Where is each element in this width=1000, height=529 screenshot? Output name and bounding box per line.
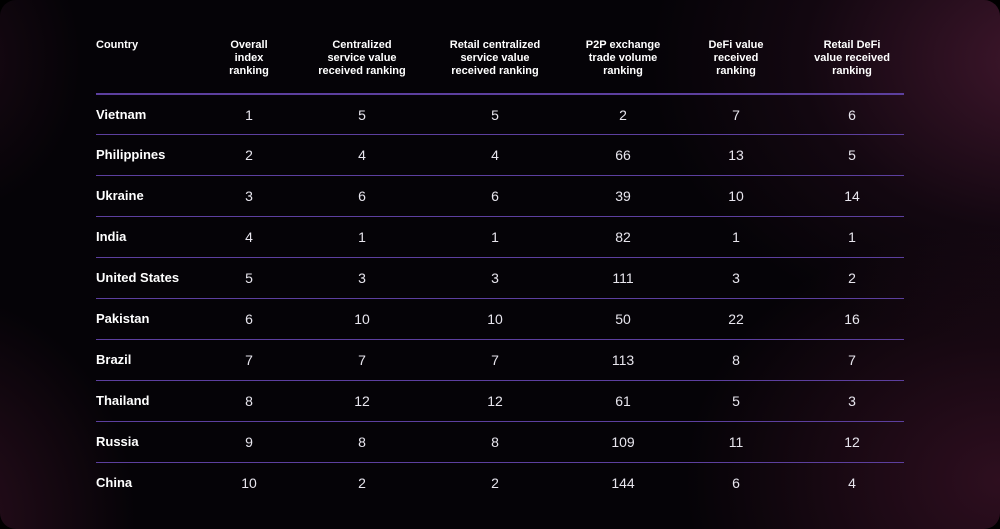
cell-p2p-exchange: 39 [615, 188, 631, 204]
cell-centralized-service: 7 [358, 352, 366, 368]
cell-centralized-service: 8 [358, 434, 366, 450]
cell-retail-centralized: 6 [491, 188, 499, 204]
cell-centralized-service: 3 [358, 270, 366, 286]
table-row: Russia 9 8 8 109 11 12 [96, 421, 904, 462]
cell-retail-defi: 3 [848, 393, 856, 409]
cell-country: Vietnam [96, 107, 147, 122]
cell-defi-value: 13 [728, 147, 744, 163]
cell-centralized-service: 12 [354, 393, 370, 409]
cell-overall-index: 4 [245, 229, 253, 245]
cell-centralized-service: 6 [358, 188, 366, 204]
cell-overall-index: 8 [245, 393, 253, 409]
table-row: India 4 1 1 82 1 1 [96, 216, 904, 257]
cell-retail-defi: 4 [848, 475, 856, 491]
cell-retail-centralized: 12 [487, 393, 503, 409]
cell-retail-centralized: 2 [491, 475, 499, 491]
table-row: Ukraine 3 6 6 39 10 14 [96, 175, 904, 216]
cell-p2p-exchange: 82 [615, 229, 631, 245]
cell-defi-value: 10 [728, 188, 744, 204]
cell-country: India [96, 229, 127, 244]
cell-overall-index: 2 [245, 147, 253, 163]
table-row: Pakistan 6 10 10 50 22 16 [96, 298, 904, 339]
cell-retail-defi: 7 [848, 352, 856, 368]
header-overall-index-ranking: Overall index ranking [229, 39, 269, 77]
cell-overall-index: 7 [245, 352, 253, 368]
cell-retail-defi: 14 [844, 188, 860, 204]
table-header: Country Overall index ranking Centralize… [96, 0, 904, 94]
cell-overall-index: 3 [245, 188, 253, 204]
cell-defi-value: 1 [732, 229, 740, 245]
cell-defi-value: 11 [728, 434, 744, 450]
cell-country: United States [96, 270, 180, 285]
cell-centralized-service: 1 [358, 229, 366, 245]
cell-retail-defi: 6 [848, 107, 856, 123]
cell-p2p-exchange: 2 [619, 107, 627, 123]
cell-p2p-exchange: 113 [611, 352, 635, 368]
cell-country: Ukraine [96, 188, 144, 203]
cell-retail-centralized: 10 [487, 311, 503, 327]
cell-p2p-exchange: 109 [611, 434, 635, 450]
cell-p2p-exchange: 144 [611, 475, 635, 491]
cell-defi-value: 3 [732, 270, 740, 286]
table-row: China 10 2 2 144 6 4 [96, 462, 904, 503]
cell-defi-value: 7 [732, 107, 740, 123]
cell-retail-centralized: 8 [491, 434, 499, 450]
cell-centralized-service: 4 [358, 147, 366, 163]
header-defi-value-ranking: DeFi value received ranking [708, 39, 764, 77]
cell-p2p-exchange: 61 [615, 393, 631, 409]
cell-p2p-exchange: 66 [615, 147, 631, 163]
table-body: Vietnam 1 5 5 2 7 6 Philippines 2 4 4 66 13 5 Ukraine 3… [96, 93, 904, 503]
cell-retail-centralized: 3 [491, 270, 499, 286]
cell-centralized-service: 2 [358, 475, 366, 491]
cell-retail-defi: 5 [848, 147, 856, 163]
cell-country: Philippines [96, 147, 166, 162]
rankings-table: Country Overall index ranking Centralize… [96, 0, 904, 491]
cell-centralized-service: 5 [358, 107, 366, 123]
cell-retail-defi: 12 [844, 434, 860, 450]
cell-defi-value: 8 [732, 352, 740, 368]
cell-country: Pakistan [96, 311, 150, 326]
cell-retail-centralized: 4 [491, 147, 499, 163]
cell-retail-defi: 2 [848, 270, 856, 286]
header-p2p-exchange-ranking: P2P exchange trade volume ranking [585, 39, 661, 77]
cell-overall-index: 6 [245, 311, 253, 327]
header-centralized-service-ranking: Centralized service value received ranki… [318, 39, 406, 77]
cell-overall-index: 5 [245, 270, 253, 286]
table-row: Vietnam 1 5 5 2 7 6 [96, 93, 904, 134]
header-country: Country [96, 39, 139, 51]
header-retail-centralized-ranking: Retail centralized service value receive… [449, 39, 541, 77]
cell-overall-index: 9 [245, 434, 253, 450]
cell-p2p-exchange: 111 [612, 270, 634, 286]
cell-retail-centralized: 1 [491, 229, 499, 245]
cell-country: Brazil [96, 352, 132, 367]
cell-centralized-service: 10 [354, 311, 370, 327]
cell-country: China [96, 475, 133, 490]
cell-retail-centralized: 5 [491, 107, 499, 123]
cell-defi-value: 22 [728, 311, 744, 327]
table-row: Philippines 2 4 4 66 13 5 [96, 134, 904, 175]
cell-retail-defi: 16 [844, 311, 860, 327]
cell-defi-value: 6 [732, 475, 740, 491]
table-row: United States 5 3 3 111 3 2 [96, 257, 904, 298]
cell-country: Russia [96, 434, 139, 449]
table-row: Brazil 7 7 7 113 8 7 [96, 339, 904, 380]
cell-overall-index: 10 [241, 475, 257, 491]
cell-overall-index: 1 [245, 107, 253, 123]
cell-defi-value: 5 [732, 393, 740, 409]
cell-country: Thailand [96, 393, 150, 408]
cell-retail-defi: 1 [848, 229, 856, 245]
cell-p2p-exchange: 50 [615, 311, 631, 327]
header-retail-defi-ranking: Retail DeFi value received ranking [814, 39, 890, 77]
table-row: Thailand 8 12 12 61 5 3 [96, 380, 904, 421]
cell-retail-centralized: 7 [491, 352, 499, 368]
